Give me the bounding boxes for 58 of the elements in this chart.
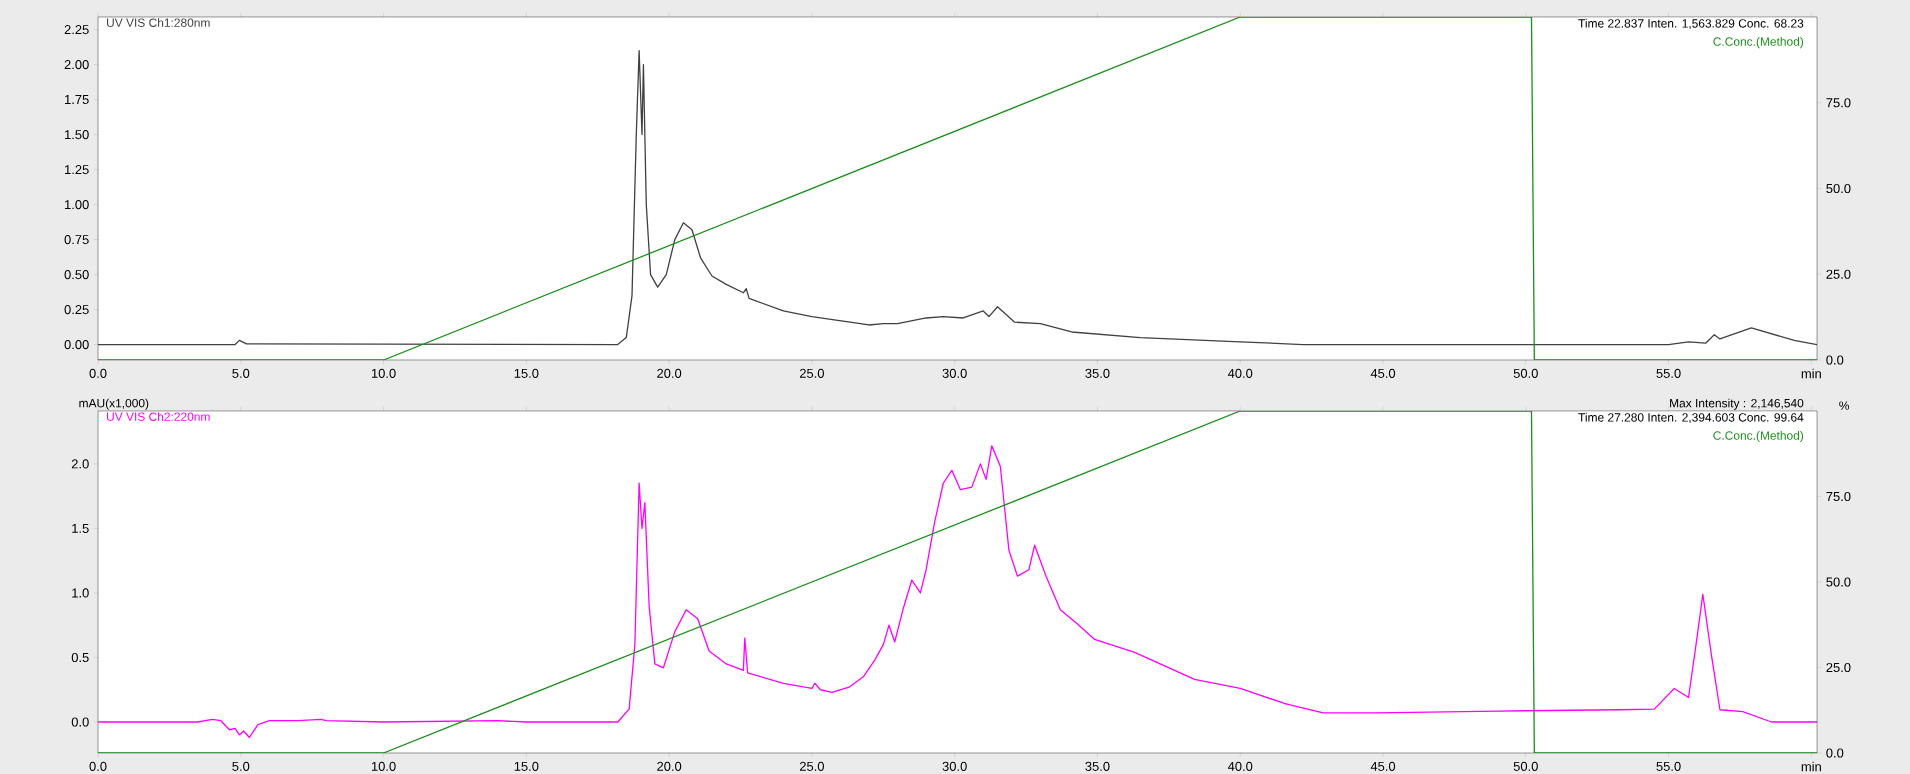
x-tick-label: min (1801, 368, 1821, 379)
x-tick-label: 5.0 (232, 368, 250, 378)
x-tick-label: 20.0 (657, 368, 682, 378)
x-tick-label: 25.0 (799, 368, 824, 378)
x-tick-label: 30.0 (942, 368, 967, 378)
x-tick-label: 15.0 (514, 368, 539, 378)
text: Max Intensity : 2,146,540 (1670, 398, 1804, 410)
x-tick-label: 40.0 (1227, 761, 1253, 771)
x-tick-label: 0.0 (89, 368, 107, 378)
x-tick-label: 55.0 (1656, 761, 1681, 771)
x-tick-label: 5.0 (232, 761, 250, 771)
x-tick-label: 50.0 (1513, 761, 1538, 771)
x-tick-label: 10.0 (371, 761, 396, 771)
annotation: Time 27.280 Inten. 2,394.603 Conc. 99.64 (1578, 412, 1804, 424)
y-tick-label: 0.00 (64, 339, 89, 350)
y-tick-label: 0.50 (64, 269, 89, 280)
y-tick-label: 2.00 (64, 59, 89, 70)
y2-tick-label: 25.0 (1826, 269, 1851, 279)
y-tick-label: 1.0 (72, 588, 89, 598)
y2-axis-title: % (1839, 401, 1850, 410)
annotation: Time 22.837 Inten. 1,563.829 Conc. 68.23 (1578, 18, 1804, 30)
x-tick-label: 40.0 (1227, 368, 1253, 378)
y2-tick-label: 50.0 (1826, 577, 1851, 587)
y-tick-label: 0.25 (64, 304, 89, 315)
text: C.Conc.(Method) (1713, 430, 1804, 443)
y2-tick-label: 25.0 (1826, 662, 1851, 673)
text: C.Conc.(Method) (1713, 37, 1804, 49)
x-tick-label: 20.0 (657, 761, 682, 771)
x-tick-label: 35.0 (1085, 761, 1110, 771)
y-axis-title: mAU(x1,000) (79, 398, 149, 410)
y-tick-label: 2.0 (71, 459, 89, 469)
x-tick-label: 45.0 (1370, 368, 1396, 378)
y2-tick-label: 0.0 (1826, 355, 1844, 365)
x-tick-label: 15.0 (514, 761, 539, 771)
x-tick-label: 55.0 (1656, 368, 1681, 378)
text: UV VIS Ch2:220nm (107, 412, 210, 421)
y2-tick-label: 0.0 (1826, 748, 1844, 758)
x-tick-label: 30.0 (942, 761, 967, 771)
text: UV VIS Ch1:280nm (107, 18, 210, 27)
y2-tick-label: 75.0 (1826, 98, 1851, 108)
x-tick-label: 0.0 (89, 761, 107, 771)
y2-tick-label: 50.0 (1826, 183, 1851, 194)
y-tick-label: 2.25 (64, 24, 89, 35)
y-tick-label: 1.25 (65, 164, 89, 175)
x-tick-label: 10.0 (371, 368, 396, 378)
y-tick-label: 1.00 (65, 199, 89, 210)
y-tick-label: 1.75 (65, 95, 89, 105)
x-tick-label: min (1801, 761, 1821, 772)
x-tick-label: 25.0 (799, 761, 824, 771)
y-tick-label: 0.0 (71, 717, 89, 727)
y2-tick-label: 75.0 (1826, 491, 1851, 502)
x-tick-label: 45.0 (1370, 761, 1396, 771)
y-tick-label: 1.5 (72, 523, 89, 533)
y-tick-label: 0.5 (71, 652, 89, 663)
y-tick-label: 1.50 (65, 129, 89, 140)
y-tick-label: 0.75 (64, 234, 89, 245)
x-tick-label: 50.0 (1513, 368, 1538, 378)
x-tick-label: 35.0 (1085, 368, 1110, 378)
